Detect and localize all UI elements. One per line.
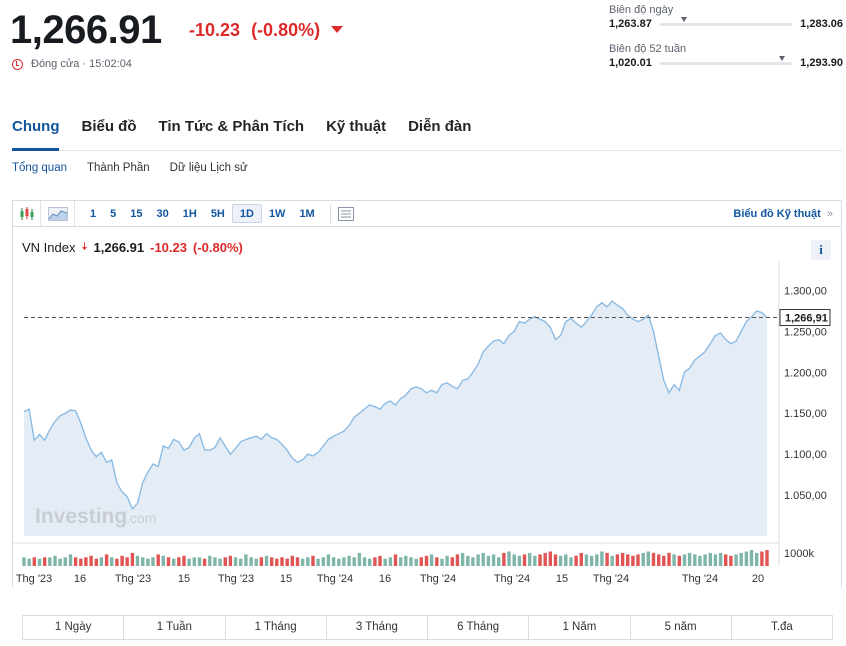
period-selector: 1 Ngày 1 Tuần 1 Tháng 3 Tháng 6 Tháng 1 … — [22, 615, 833, 640]
toolbar-divider — [329, 204, 331, 223]
subtab-historical-data[interactable]: Dữ liệu Lịch sử — [169, 162, 248, 174]
day-range-label: Biên độ ngày — [609, 4, 674, 16]
period-1-week[interactable]: 1 Tuần — [124, 616, 226, 639]
period-6-months[interactable]: 6 Tháng — [428, 616, 530, 639]
double-chevron-right-icon: » — [826, 207, 833, 220]
down-arrow-icon — [331, 26, 344, 33]
sub-tabs: Tổng quan Thành Phần Dữ liệu Lịch sử — [12, 162, 268, 174]
week52-range: Biên độ 52 tuần 1,020.01 1,293.90 — [609, 43, 843, 69]
day-range: Biên độ ngày 1,263.87 1,283.06 — [609, 4, 843, 30]
market-status: Đóng cửa · 15:02:04 — [12, 58, 132, 70]
interval-1m[interactable]: 1M — [299, 207, 315, 220]
chart-legend: VN Index 🠇 1,266.91 -10.23 (-0.80%) — [22, 238, 243, 257]
legend-price: 1,266.91 — [93, 240, 145, 255]
interval-15[interactable]: 15 — [130, 207, 143, 220]
period-1-month[interactable]: 1 Tháng — [226, 616, 327, 639]
day-range-low: 1,263.87 — [609, 18, 652, 30]
main-tabs: Chung Biểu đồ Tin Tức & Phân Tích Kỹ thu… — [12, 118, 842, 151]
week52-range-label: Biên độ 52 tuần — [609, 43, 687, 55]
legend-down-arrow-icon: 🠇 — [81, 241, 88, 253]
period-max[interactable]: T.đa — [771, 621, 793, 633]
close-status-text: Đóng cửa · 15:02:04 — [31, 58, 132, 70]
interval-1[interactable]: 1 — [90, 207, 97, 220]
last-price: 1,266.91 — [10, 8, 162, 52]
day-range-high: 1,283.06 — [800, 18, 843, 30]
legend-symbol: VN Index — [22, 240, 76, 255]
price-change: -10.23 (-0.80%) — [189, 20, 344, 41]
change-percent: (-0.80%) — [251, 20, 321, 40]
period-1-day[interactable]: 1 Ngày — [23, 616, 125, 639]
area-chart-icon[interactable] — [41, 201, 75, 226]
table-icon[interactable] — [337, 206, 355, 222]
interval-30[interactable]: 30 — [156, 207, 169, 220]
candlestick-icon[interactable] — [13, 201, 41, 226]
interval-1h[interactable]: 1H — [182, 207, 197, 220]
week52-range-bar — [659, 55, 793, 65]
tab-news-analysis[interactable]: Tin Tức & Phân Tích — [158, 118, 305, 135]
day-range-marker — [681, 16, 687, 22]
subtab-components[interactable]: Thành Phần — [87, 162, 150, 174]
period-3-months[interactable]: 3 Tháng — [327, 616, 428, 639]
day-range-bar — [659, 16, 793, 26]
chart-toolbar: 1 5 15 30 1H 5H 1D 1W 1M Biểu đồ Kỹ thuậ… — [12, 200, 842, 227]
week52-range-high: 1,293.90 — [800, 57, 843, 69]
subtab-overview[interactable]: Tổng quan — [12, 162, 67, 174]
interval-1d[interactable]: 1D — [231, 204, 262, 223]
interval-1w[interactable]: 1W — [268, 207, 286, 220]
change-value: -10.23 — [189, 20, 241, 40]
legend-change: -10.23 — [150, 240, 187, 255]
tab-forum[interactable]: Diễn đàn — [408, 118, 472, 135]
period-1-year[interactable]: 1 Năm — [529, 616, 631, 639]
interval-5[interactable]: 5 — [110, 207, 117, 220]
clock-icon — [12, 58, 23, 70]
legend-change-percent: (-0.80%) — [193, 240, 243, 255]
period-5-years[interactable]: 5 năm — [631, 616, 732, 639]
week52-range-low: 1,020.01 — [609, 57, 652, 69]
info-icon[interactable]: i — [811, 240, 831, 260]
tab-general[interactable]: Chung — [12, 118, 60, 151]
chart-container — [12, 227, 842, 587]
week52-range-marker — [778, 55, 785, 61]
technical-chart-link-label: Biểu đồ Kỹ thuật — [733, 207, 821, 220]
technical-chart-link[interactable]: Biểu đồ Kỹ thuật » — [733, 208, 833, 220]
tab-chart[interactable]: Biểu đồ — [81, 118, 137, 135]
interval-5h[interactable]: 5H — [210, 207, 225, 220]
tab-technical[interactable]: Kỹ thuật — [326, 118, 387, 135]
